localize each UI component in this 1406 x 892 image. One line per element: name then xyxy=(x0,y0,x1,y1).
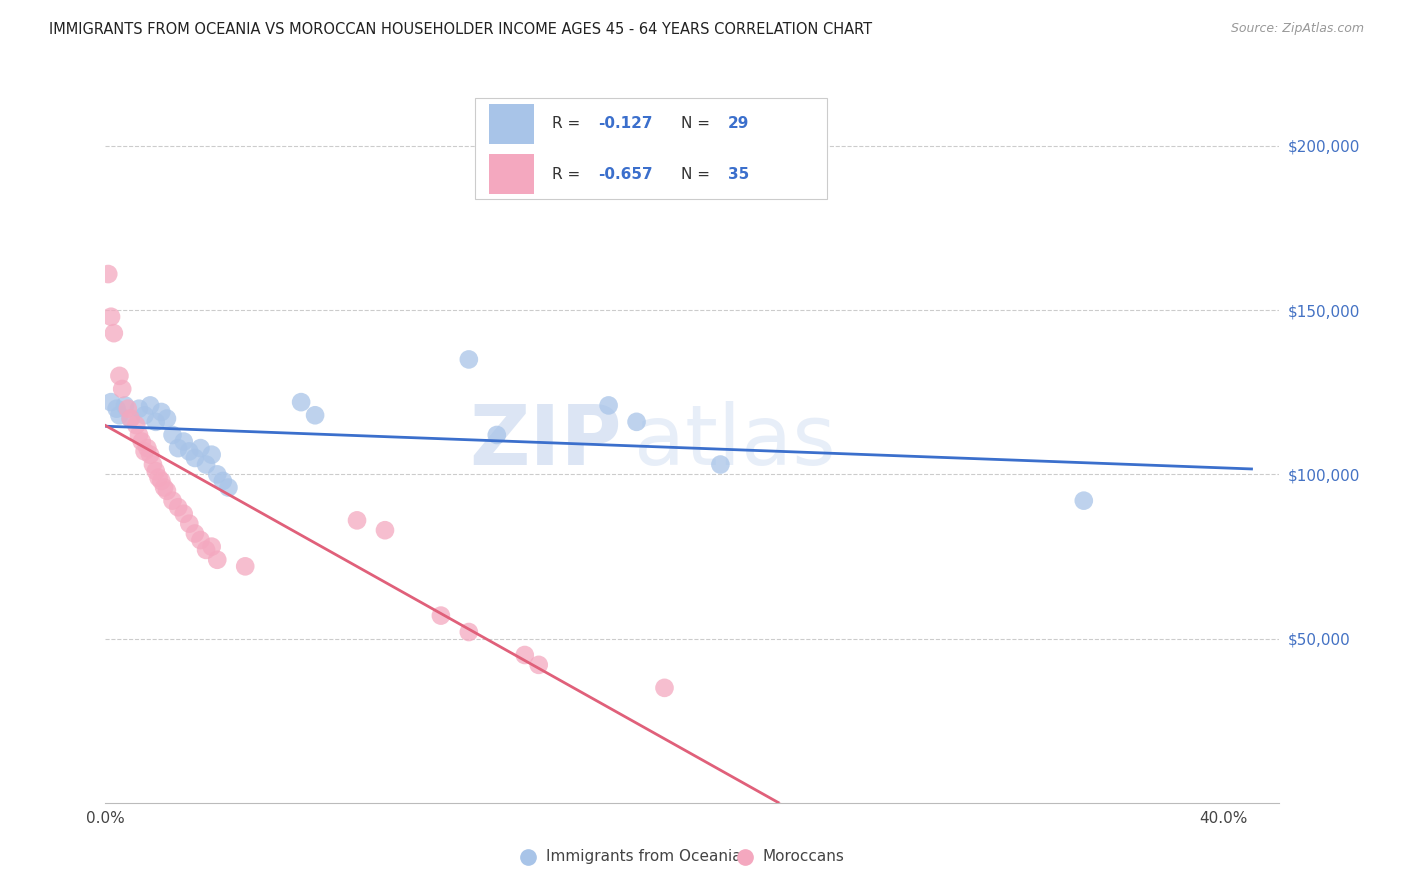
Point xyxy=(457,352,479,367)
Text: IMMIGRANTS FROM OCEANIA VS MOROCCAN HOUSEHOLDER INCOME AGES 45 - 64 YEARS CORREL: IMMIGRANTS FROM OCEANIA VS MOROCCAN HOUS… xyxy=(49,22,872,37)
Point xyxy=(654,681,676,695)
Point xyxy=(156,483,179,498)
Text: Source: ZipAtlas.com: Source: ZipAtlas.com xyxy=(1230,22,1364,36)
Point xyxy=(217,481,239,495)
Point xyxy=(111,382,134,396)
Point xyxy=(142,458,165,472)
Point xyxy=(156,411,179,425)
Point xyxy=(173,434,195,449)
Point xyxy=(184,450,207,465)
Point xyxy=(97,267,120,281)
Text: -0.127: -0.127 xyxy=(599,116,652,131)
Point xyxy=(527,657,550,672)
Point xyxy=(626,415,648,429)
Text: Moroccans: Moroccans xyxy=(763,849,845,864)
Point xyxy=(184,526,207,541)
Point xyxy=(100,395,122,409)
Point xyxy=(145,464,167,478)
Text: 35: 35 xyxy=(728,167,749,182)
Point xyxy=(150,405,173,419)
FancyBboxPatch shape xyxy=(489,103,534,144)
Point xyxy=(120,411,142,425)
Text: Immigrants from Oceania: Immigrants from Oceania xyxy=(546,849,741,864)
Point xyxy=(1073,493,1095,508)
Point xyxy=(103,326,125,341)
Point xyxy=(162,428,184,442)
Point xyxy=(195,458,218,472)
Point xyxy=(179,516,201,531)
Point xyxy=(108,368,131,383)
Text: N =: N = xyxy=(681,116,714,131)
Point xyxy=(117,401,139,416)
Text: N =: N = xyxy=(681,167,714,182)
Point xyxy=(150,474,173,488)
Point xyxy=(125,418,148,433)
Point xyxy=(598,398,620,412)
Point xyxy=(108,409,131,423)
Point xyxy=(346,513,368,527)
Point xyxy=(709,458,731,472)
Point xyxy=(195,542,218,557)
Point xyxy=(201,540,224,554)
Point xyxy=(457,625,479,640)
Point xyxy=(513,648,536,662)
Point xyxy=(128,401,150,416)
Point xyxy=(167,441,190,455)
Text: ZIP: ZIP xyxy=(470,401,621,482)
Point xyxy=(304,409,326,423)
Point xyxy=(190,441,212,455)
Text: R =: R = xyxy=(551,167,585,182)
Text: R =: R = xyxy=(551,116,585,131)
Point xyxy=(374,523,396,537)
Point xyxy=(233,559,256,574)
Text: -0.657: -0.657 xyxy=(599,167,654,182)
Point xyxy=(134,444,156,458)
Point xyxy=(139,448,162,462)
Point xyxy=(290,395,312,409)
Point xyxy=(145,415,167,429)
Point xyxy=(120,411,142,425)
Point xyxy=(207,467,229,482)
FancyBboxPatch shape xyxy=(489,154,534,194)
Point xyxy=(139,398,162,412)
Point xyxy=(173,507,195,521)
Point xyxy=(190,533,212,547)
Point xyxy=(485,428,508,442)
Point xyxy=(179,444,201,458)
Point xyxy=(136,441,159,455)
Point xyxy=(100,310,122,324)
Point xyxy=(134,409,156,423)
Point xyxy=(128,428,150,442)
Text: atlas: atlas xyxy=(634,401,835,482)
Point xyxy=(131,434,153,449)
Point xyxy=(148,471,170,485)
Point xyxy=(153,481,176,495)
Text: 29: 29 xyxy=(728,116,749,131)
Point xyxy=(201,448,224,462)
FancyBboxPatch shape xyxy=(475,98,828,200)
Point xyxy=(430,608,453,623)
Point xyxy=(162,493,184,508)
Point xyxy=(207,553,229,567)
Point xyxy=(105,401,128,416)
Point xyxy=(167,500,190,515)
Point xyxy=(114,398,136,412)
Point xyxy=(211,474,233,488)
